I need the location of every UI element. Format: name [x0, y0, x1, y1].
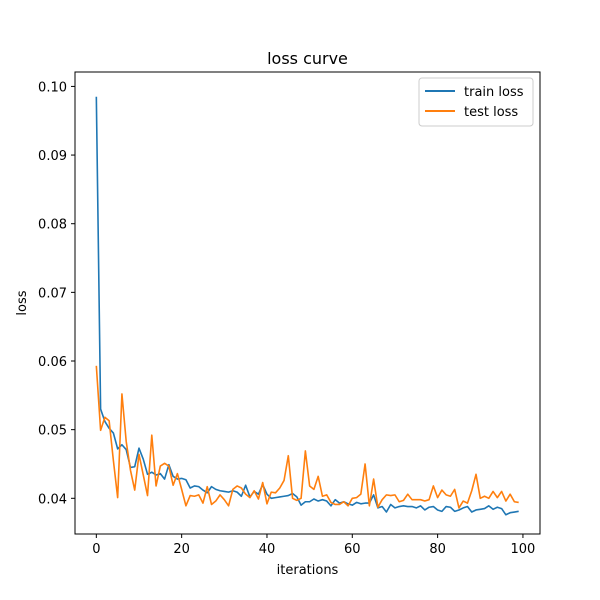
plot-lines — [95, 96, 519, 516]
x-tick-label: 40 — [259, 542, 276, 557]
x-axis-label: iterations — [277, 563, 339, 578]
legend-label-train-loss: train loss — [464, 85, 524, 100]
legend-label-test-loss: test loss — [464, 105, 518, 120]
y-tick-label: 0.04 — [38, 492, 67, 507]
y-tick-label: 0.06 — [38, 355, 67, 370]
y-tick-label: 0.09 — [38, 149, 67, 164]
y-axis-label: loss — [15, 290, 30, 315]
axes-frame — [74, 71, 541, 535]
y-tick-label: 0.07 — [38, 286, 67, 301]
y-tick-label: 0.08 — [38, 218, 67, 233]
series-line-train-loss — [95, 96, 519, 516]
x-tick-label: 100 — [511, 542, 536, 557]
chart-title: loss curve — [267, 49, 348, 68]
series-line-test-loss — [95, 365, 519, 509]
x-axis-ticks: 0 20 40 60 80 100 — [92, 534, 535, 557]
y-axis-ticks: 0.04 0.05 0.06 0.07 0.08 0.09 0.10 — [38, 80, 75, 507]
x-tick-label: 80 — [429, 542, 446, 557]
y-tick-label: 0.10 — [38, 80, 67, 95]
y-tick-label: 0.05 — [38, 424, 67, 439]
legend: train loss test loss — [418, 77, 534, 127]
x-tick-label: 60 — [344, 542, 361, 557]
x-tick-label: 20 — [173, 542, 190, 557]
x-tick-label: 0 — [92, 542, 100, 557]
